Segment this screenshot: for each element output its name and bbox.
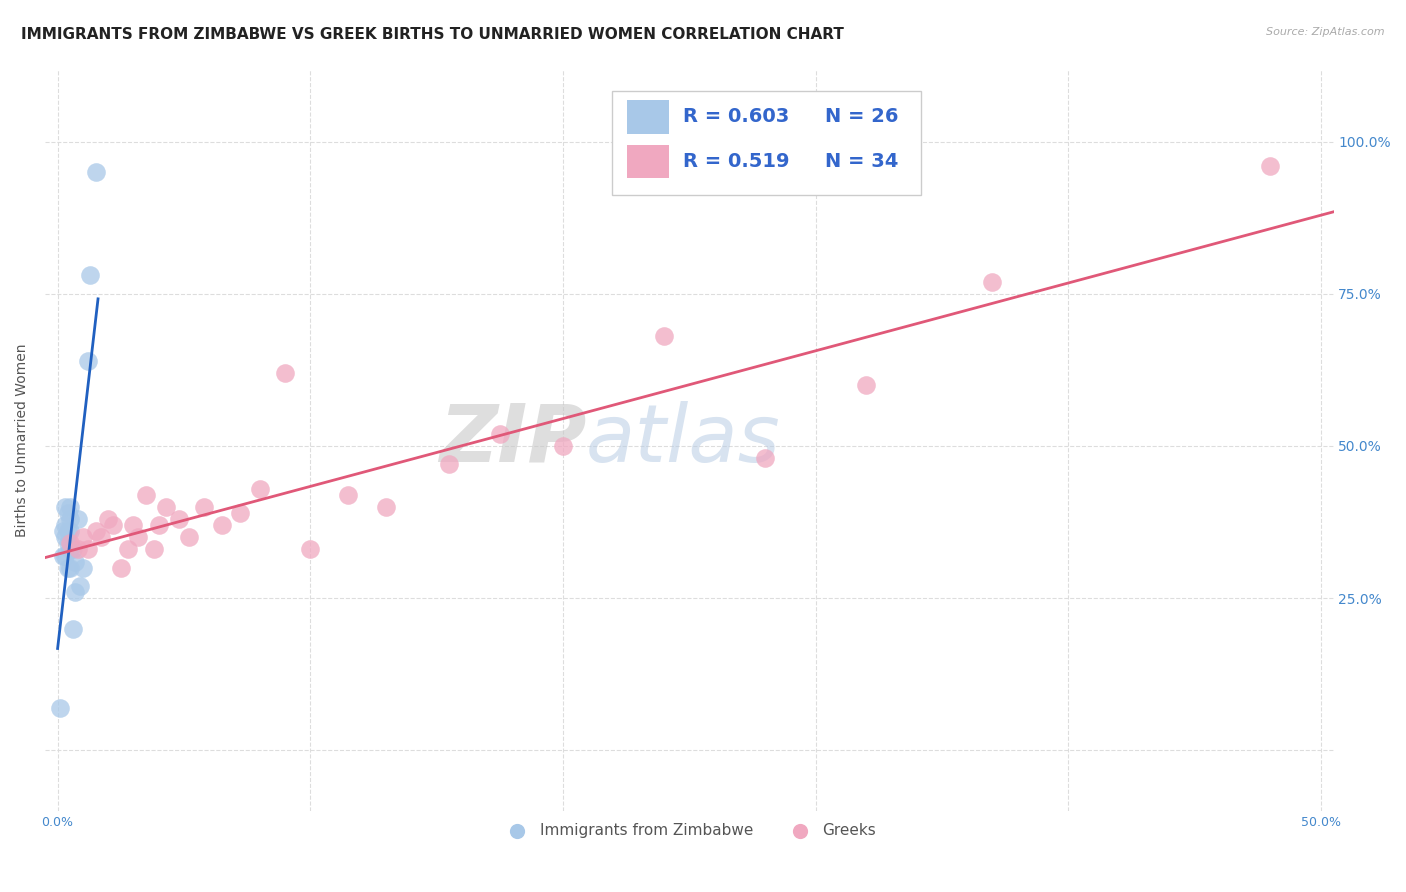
- Point: [66, 542, 89, 557]
- Point: [59, 500, 82, 514]
- Point: [77, 353, 100, 368]
- Point: [56, 524, 79, 538]
- Point: [53, 549, 76, 563]
- Text: R = 0.603: R = 0.603: [683, 107, 789, 127]
- Point: [122, 518, 145, 533]
- Point: [211, 518, 233, 533]
- Y-axis label: Births to Unmarried Women: Births to Unmarried Women: [15, 343, 30, 537]
- Point: [53, 500, 76, 514]
- Point: [193, 500, 215, 514]
- Point: [62, 622, 84, 636]
- Point: [337, 488, 360, 502]
- Point: [52, 549, 75, 563]
- Point: [177, 530, 200, 544]
- Point: [488, 426, 510, 441]
- Text: Source: ZipAtlas.com: Source: ZipAtlas.com: [1267, 27, 1385, 37]
- Point: [299, 542, 322, 557]
- Text: R = 0.519: R = 0.519: [683, 152, 789, 171]
- Point: [53, 518, 76, 533]
- Point: [72, 530, 94, 544]
- Point: [84, 524, 107, 538]
- Point: [84, 165, 107, 179]
- Legend: Immigrants from Zimbabwe, Greeks: Immigrants from Zimbabwe, Greeks: [496, 817, 883, 845]
- Point: [79, 268, 101, 283]
- Text: ZIP: ZIP: [439, 401, 586, 479]
- Point: [59, 524, 82, 538]
- Point: [52, 524, 75, 538]
- Text: N = 34: N = 34: [824, 152, 898, 171]
- Point: [56, 506, 79, 520]
- Point: [56, 560, 79, 574]
- Point: [375, 500, 398, 514]
- Point: [439, 457, 461, 471]
- Point: [754, 451, 776, 466]
- FancyBboxPatch shape: [612, 91, 921, 194]
- Point: [59, 512, 82, 526]
- Point: [49, 700, 72, 714]
- Text: IMMIGRANTS FROM ZIMBABWE VS GREEK BIRTHS TO UNMARRIED WOMEN CORRELATION CHART: IMMIGRANTS FROM ZIMBABWE VS GREEK BIRTHS…: [21, 27, 844, 42]
- Point: [59, 542, 82, 557]
- Point: [652, 329, 675, 343]
- Point: [90, 530, 112, 544]
- Point: [148, 518, 170, 533]
- Point: [103, 518, 125, 533]
- Point: [59, 560, 82, 574]
- Point: [167, 512, 190, 526]
- Text: atlas: atlas: [586, 401, 780, 479]
- Point: [62, 542, 84, 557]
- Point: [142, 542, 165, 557]
- Point: [855, 378, 877, 392]
- Point: [77, 542, 100, 557]
- FancyBboxPatch shape: [627, 145, 669, 178]
- Point: [65, 555, 87, 569]
- Point: [72, 560, 94, 574]
- Text: N = 26: N = 26: [824, 107, 898, 127]
- FancyBboxPatch shape: [627, 100, 669, 134]
- Point: [551, 439, 574, 453]
- Point: [228, 506, 250, 520]
- Point: [97, 512, 120, 526]
- Point: [59, 536, 82, 550]
- Point: [117, 542, 139, 557]
- Point: [53, 530, 76, 544]
- Point: [56, 536, 79, 550]
- Point: [65, 585, 87, 599]
- Point: [249, 482, 271, 496]
- Point: [110, 560, 132, 574]
- Point: [135, 488, 157, 502]
- Point: [66, 512, 89, 526]
- Point: [1260, 159, 1282, 173]
- Point: [981, 275, 1004, 289]
- Point: [155, 500, 177, 514]
- Point: [69, 579, 91, 593]
- Point: [127, 530, 149, 544]
- Point: [274, 366, 297, 380]
